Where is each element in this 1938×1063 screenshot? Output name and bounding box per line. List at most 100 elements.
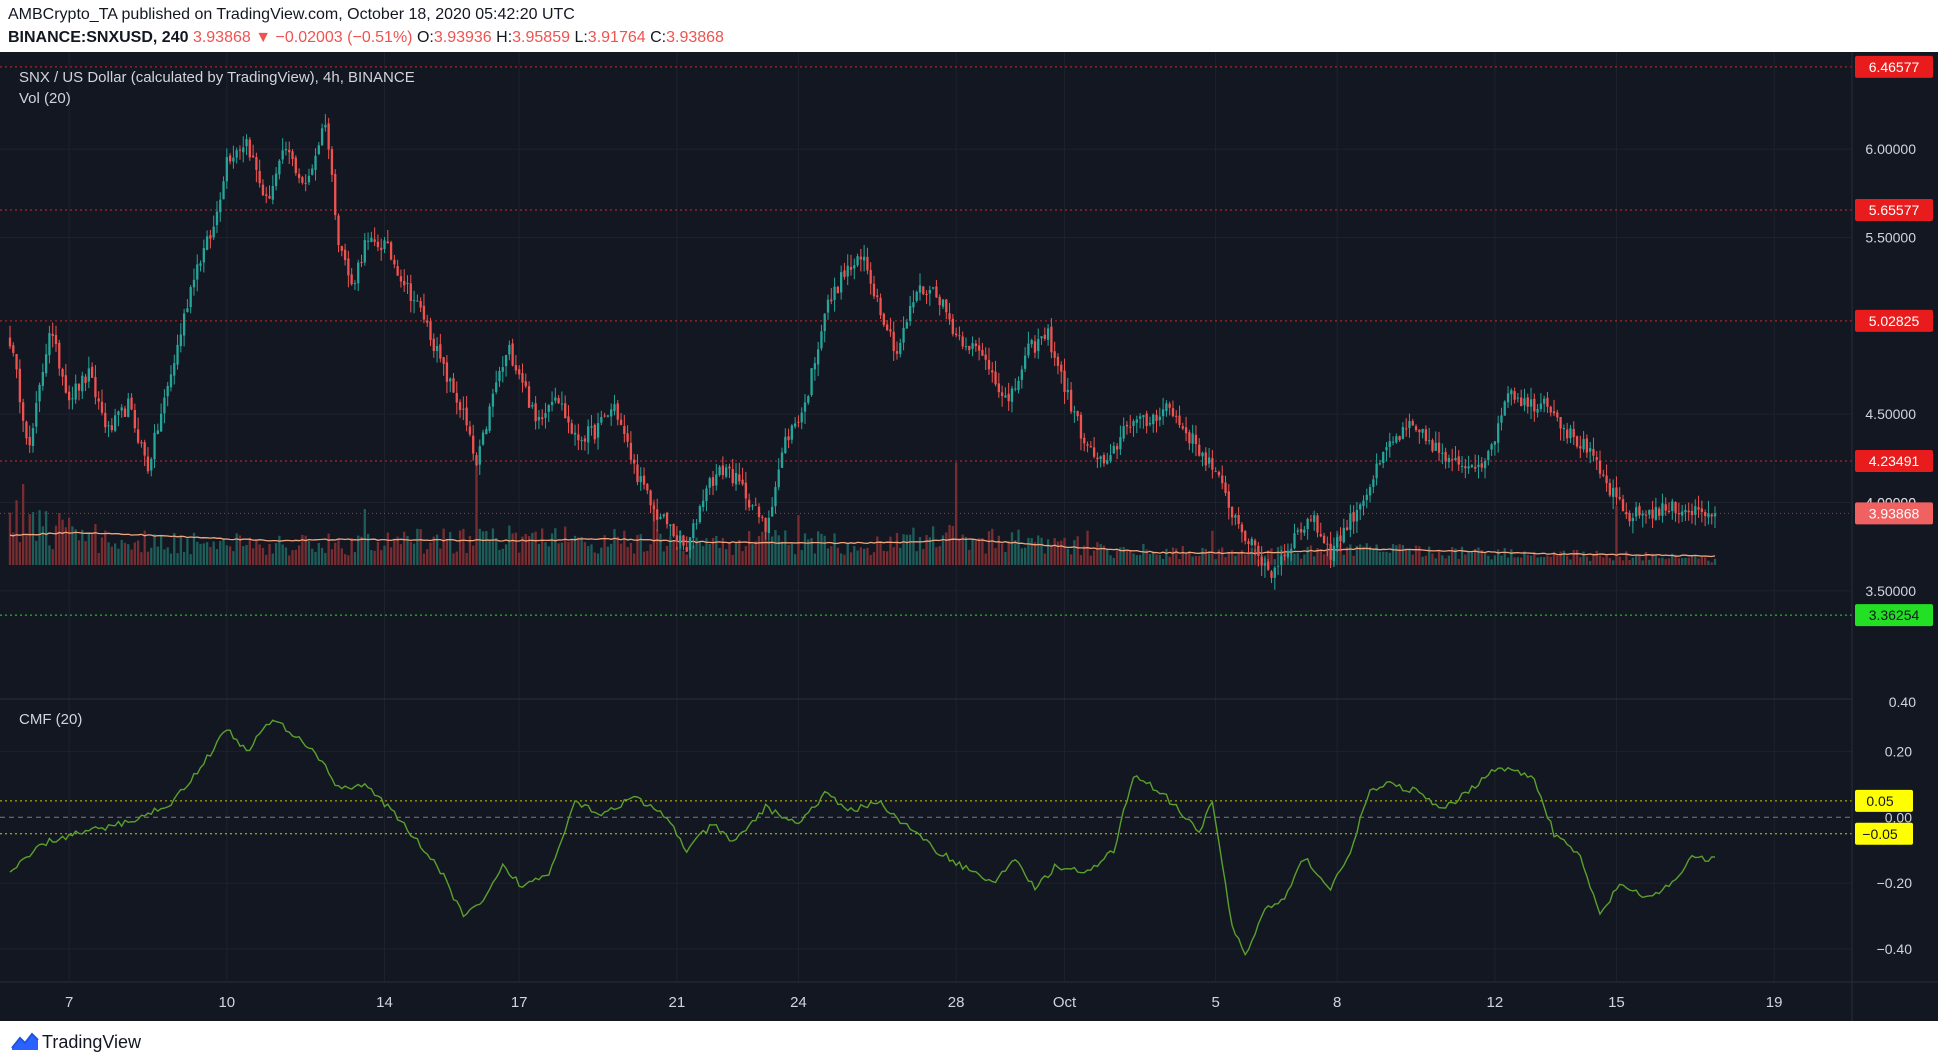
candle	[570, 423, 573, 434]
candle	[991, 370, 994, 373]
volume-bar	[1309, 545, 1313, 565]
volume-bar	[1378, 552, 1382, 565]
x-tick-label: 15	[1608, 994, 1625, 1011]
volume-bar	[61, 519, 64, 565]
candle	[343, 249, 347, 261]
volume-bar	[1605, 554, 1608, 565]
candle	[665, 512, 669, 525]
candle	[1457, 456, 1460, 465]
candle	[97, 398, 100, 402]
candle	[610, 409, 613, 417]
volume-bar	[787, 544, 790, 565]
volume-bar	[1664, 559, 1667, 565]
volume-bar	[580, 536, 583, 565]
volume-bar	[656, 529, 659, 565]
volume-bar	[613, 529, 616, 565]
candle	[41, 372, 45, 386]
volume-bar	[577, 537, 580, 565]
volume-bar	[1572, 550, 1575, 565]
candle	[777, 469, 780, 488]
volume-bar	[767, 541, 771, 565]
volume-bar	[1000, 543, 1004, 565]
volume-bar	[554, 528, 557, 565]
candle	[491, 393, 495, 407]
volume-bar	[1004, 552, 1007, 565]
candle	[1585, 438, 1589, 453]
candle	[1421, 428, 1424, 433]
candle	[800, 412, 803, 423]
candle	[1007, 393, 1010, 402]
volume-bar	[869, 554, 872, 565]
candle	[1204, 452, 1207, 466]
volume-bar	[1651, 553, 1654, 565]
candle	[146, 456, 150, 472]
volume-legend: Vol (20)	[19, 90, 71, 107]
volume-bar	[564, 526, 567, 565]
volume-bar	[1451, 547, 1454, 565]
candle	[130, 397, 133, 410]
candle	[110, 425, 113, 431]
volume-bar	[912, 527, 915, 565]
volume-bar	[215, 549, 219, 565]
candle	[1000, 392, 1004, 397]
candle	[31, 428, 35, 446]
candle	[1155, 414, 1158, 422]
volume-bar	[560, 542, 564, 565]
candle	[1497, 423, 1500, 443]
volume-bar	[1418, 546, 1421, 565]
volume-bar	[403, 531, 406, 565]
volume-bar	[1707, 560, 1710, 565]
candle	[1253, 540, 1257, 546]
candle	[1365, 494, 1368, 501]
volume-bar	[1030, 538, 1033, 565]
volume-bar	[974, 540, 977, 565]
candle	[1490, 444, 1493, 450]
candle	[1690, 510, 1694, 516]
candle	[140, 442, 143, 444]
candle	[1171, 408, 1175, 417]
candle	[659, 516, 662, 519]
volume-bar	[1007, 540, 1010, 565]
volume-bar	[1388, 552, 1391, 565]
tradingview-logo-icon[interactable]	[10, 1030, 40, 1052]
volume-bar	[915, 551, 918, 565]
candle	[504, 355, 508, 367]
volume-bar	[337, 538, 340, 565]
volume-bar	[495, 538, 498, 565]
volume-bar	[1460, 546, 1464, 565]
volume-bar	[146, 551, 150, 565]
candle	[1608, 482, 1612, 496]
volume-bar	[104, 530, 107, 565]
volume-bar	[419, 528, 422, 565]
tradingview-brand[interactable]: TradingView	[42, 1032, 142, 1052]
candle	[458, 402, 462, 411]
volume-bar	[370, 550, 373, 565]
symbol-label[interactable]: BINANCE:SNXUSD, 240	[8, 29, 189, 46]
volume-bar	[721, 537, 725, 565]
volume-bar	[327, 533, 330, 565]
candle	[1240, 524, 1244, 533]
volume-bar	[527, 536, 531, 565]
volume-bar	[711, 538, 715, 565]
candle	[1161, 409, 1165, 417]
candle	[202, 248, 205, 263]
candle	[830, 299, 833, 302]
chart-area[interactable]: 6.000005.500004.500004.000003.500004.000…	[0, 52, 1938, 1021]
candle	[807, 396, 810, 403]
volume-bar	[97, 552, 100, 565]
candle	[1667, 510, 1671, 512]
candle	[981, 349, 984, 356]
candle	[1079, 414, 1083, 439]
candle	[25, 421, 28, 439]
volume-bar	[1033, 542, 1037, 565]
candle	[1168, 403, 1171, 408]
main-legend: SNX / US Dollar (calculated by TradingVi…	[19, 69, 415, 86]
x-tick-label: 7	[65, 994, 73, 1011]
volume-bar	[1523, 551, 1526, 565]
volume-bar	[931, 526, 935, 565]
candle	[1474, 466, 1477, 469]
candle	[1378, 463, 1382, 465]
footer-bar: TradingView	[0, 1021, 1938, 1063]
candle	[406, 282, 409, 284]
candle	[445, 362, 449, 382]
